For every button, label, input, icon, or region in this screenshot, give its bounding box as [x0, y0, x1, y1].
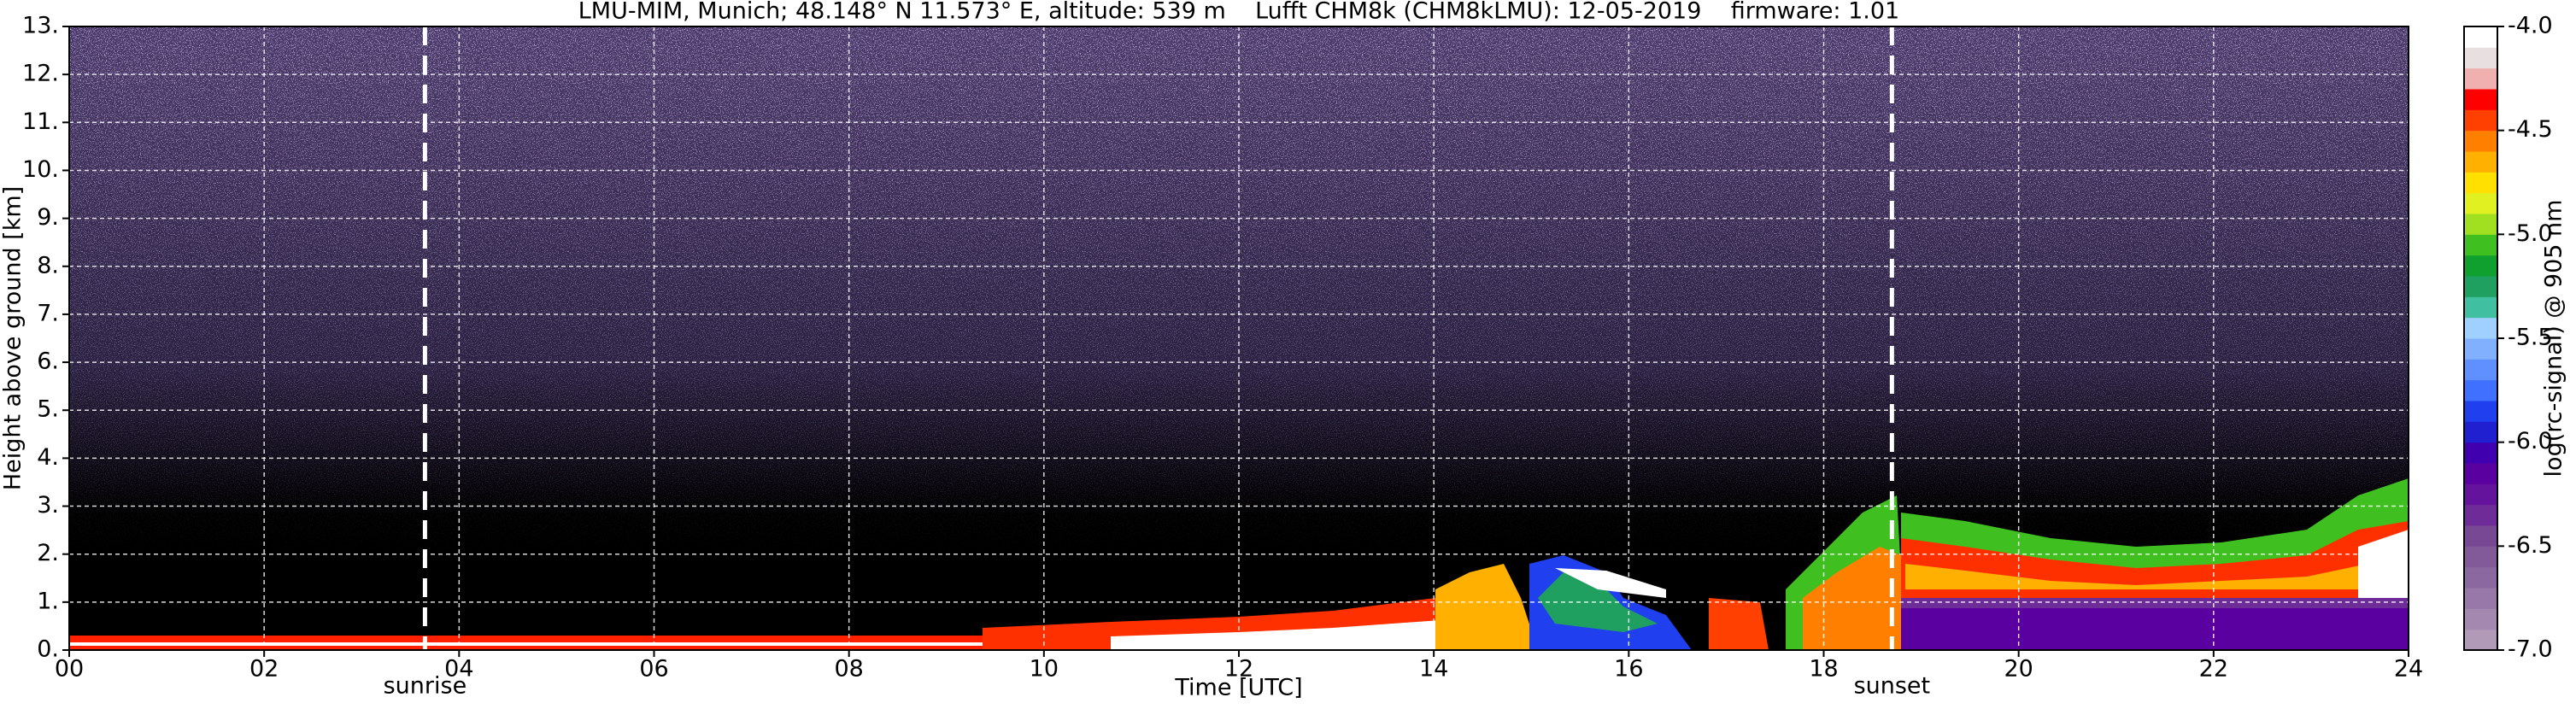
colorbar-segment: [2464, 546, 2497, 568]
heatmap-texture: [69, 642, 1265, 646]
colorbar-segment: [2464, 255, 2497, 277]
heatmap-texture: [1709, 598, 1769, 650]
colorbar-segment: [2464, 401, 2497, 422]
y-tick-label: 13.: [22, 13, 59, 39]
y-tick-label: 6.: [37, 349, 59, 375]
y-tick-label: 5.: [37, 396, 59, 423]
heatmap-texture: [1111, 615, 1504, 650]
y-tick-label: 11.: [22, 108, 59, 135]
x-tick-label: 14: [1419, 656, 1448, 683]
colorbar-segment: [2464, 276, 2497, 297]
colorbar-label: log(rc-signal) @ 905 nm: [2541, 200, 2567, 478]
y-tick-label: 9.: [37, 204, 59, 231]
heatmap-texture: [1435, 564, 1538, 650]
x-tick-label: 02: [249, 656, 279, 683]
heatmap-texture: [1901, 608, 2409, 650]
colorbar-segment: [2464, 442, 2497, 464]
colorbar-tick-label: -7.0: [2508, 636, 2553, 663]
colorbar-segment: [2464, 338, 2497, 360]
colorbar-segment: [2464, 47, 2497, 69]
colorbar-segment: [2464, 483, 2497, 506]
colorbar-tick-label: -4.0: [2508, 13, 2553, 39]
x-tick-label: 10: [1030, 656, 1059, 683]
colorbar-segment: [2464, 608, 2497, 630]
y-tick-label: 2.: [37, 540, 59, 566]
heatmap-texture: [1555, 568, 1666, 598]
colorbar-segment: [2464, 504, 2497, 526]
colorbar-segment: [2464, 26, 2497, 48]
heatmap-texture: [2358, 530, 2409, 598]
x-tick-label: 06: [639, 656, 668, 683]
x-tick-label: 12: [1224, 656, 1253, 683]
colorbar-segment: [2464, 234, 2497, 256]
x-axis-label: Time [UTC]: [1174, 675, 1302, 701]
x-tick-label: 22: [2199, 656, 2228, 683]
colorbar-segment: [2464, 317, 2497, 339]
x-tick-label: 00: [55, 656, 84, 683]
colorbar-segment: [2464, 89, 2497, 110]
colorbar-segment: [2464, 214, 2497, 235]
y-tick-label: 0.: [37, 636, 59, 663]
colorbar-segment: [2464, 67, 2497, 90]
heatmap-texture: [1803, 547, 1901, 650]
colorbar-segment: [2464, 151, 2497, 173]
y-axis-label: Height above ground [km]: [0, 186, 26, 490]
colorbar-segment: [2464, 130, 2497, 152]
y-tick-label: 1.: [37, 588, 59, 614]
colorbar-tick-label: -6.0: [2508, 428, 2553, 454]
colorbar-segment: [2464, 192, 2497, 214]
annotation-label: sunrise: [384, 673, 467, 700]
y-tick-label: 12.: [22, 61, 59, 87]
x-tick-label: 16: [1614, 656, 1643, 683]
colorbar-segment: [2464, 172, 2497, 194]
colorbar-segment: [2464, 629, 2497, 651]
chart-title: LMU-MIM, Munich; 48.148° N 11.573° E, al…: [578, 0, 1899, 25]
y-tick-label: 4.: [37, 444, 59, 471]
heatmap-texture: [1905, 555, 2409, 589]
colorbar-tick-label: -5.0: [2508, 220, 2553, 247]
colorbar-segment: [2464, 296, 2497, 319]
y-tick-label: 10.: [22, 156, 59, 183]
x-tick-label: 08: [834, 656, 863, 683]
colorbar-segment: [2464, 588, 2497, 609]
colorbar-segment: [2464, 109, 2497, 132]
x-tick-label: 18: [1809, 656, 1838, 683]
x-tick-label: 20: [2004, 656, 2033, 683]
colorbar-segment: [2464, 525, 2497, 547]
colorbar-segment: [2464, 359, 2497, 381]
colorbar-tick-label: -4.5: [2508, 116, 2553, 143]
colorbar-segment: [2464, 566, 2497, 589]
colorbar-segment: [2464, 421, 2497, 443]
colorbar-segment: [2464, 463, 2497, 484]
heatmap-texture: [1538, 572, 1658, 632]
y-tick-label: 8.: [37, 252, 59, 278]
colorbar-tick-label: -5.5: [2508, 325, 2553, 351]
annotation-label: sunset: [1854, 673, 1931, 700]
x-tick-label: 04: [444, 656, 473, 683]
y-tick-label: 3.: [37, 492, 59, 519]
y-tick-label: 7.: [37, 300, 59, 326]
colorbar-tick-label: -6.5: [2508, 532, 2553, 559]
colorbar-segment: [2464, 379, 2497, 401]
x-tick-label: 24: [2394, 656, 2423, 683]
plot-frame: [68, 26, 2409, 651]
